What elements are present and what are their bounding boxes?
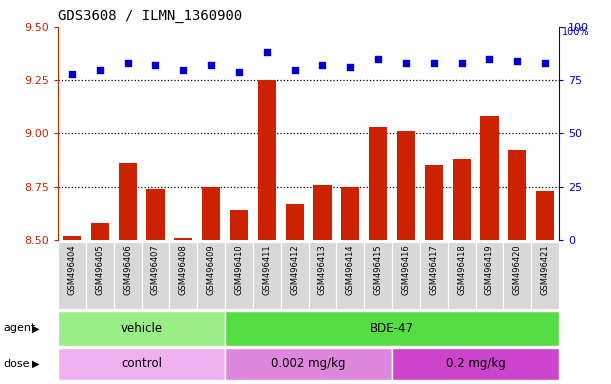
FancyBboxPatch shape <box>531 242 559 309</box>
Bar <box>147 189 164 240</box>
Point <box>95 66 104 73</box>
Point <box>457 60 467 66</box>
Point <box>123 60 133 66</box>
Point <box>207 62 216 68</box>
FancyBboxPatch shape <box>392 348 559 380</box>
FancyBboxPatch shape <box>169 242 197 309</box>
Bar <box>508 151 526 240</box>
FancyBboxPatch shape <box>225 348 392 380</box>
Point <box>234 69 244 75</box>
FancyBboxPatch shape <box>225 242 253 309</box>
FancyBboxPatch shape <box>280 242 309 309</box>
Text: GSM496421: GSM496421 <box>541 244 550 295</box>
Text: GSM496405: GSM496405 <box>95 244 104 295</box>
Text: GSM496412: GSM496412 <box>290 244 299 295</box>
Text: 0.002 mg/kg: 0.002 mg/kg <box>271 358 346 370</box>
FancyBboxPatch shape <box>114 242 142 309</box>
FancyBboxPatch shape <box>309 242 337 309</box>
Text: GSM496404: GSM496404 <box>67 244 76 295</box>
Point <box>178 66 188 73</box>
Bar <box>174 238 192 240</box>
Point <box>262 50 272 56</box>
Text: vehicle: vehicle <box>120 322 163 335</box>
Text: GSM496416: GSM496416 <box>401 244 411 295</box>
Text: ▶: ▶ <box>32 359 39 369</box>
Text: GSM496409: GSM496409 <box>207 244 216 295</box>
Point <box>318 62 327 68</box>
FancyBboxPatch shape <box>225 311 559 346</box>
Text: GSM496420: GSM496420 <box>513 244 522 295</box>
Point <box>540 60 550 66</box>
Bar <box>369 127 387 240</box>
Bar <box>63 236 81 240</box>
Text: GSM496408: GSM496408 <box>179 244 188 295</box>
Text: 100%: 100% <box>562 27 590 37</box>
Bar <box>91 223 109 240</box>
Text: 0.2 mg/kg: 0.2 mg/kg <box>445 358 505 370</box>
FancyBboxPatch shape <box>58 311 225 346</box>
Text: GSM496417: GSM496417 <box>430 244 438 295</box>
Bar <box>230 210 248 240</box>
FancyBboxPatch shape <box>503 242 531 309</box>
Text: GSM496414: GSM496414 <box>346 244 355 295</box>
FancyBboxPatch shape <box>448 242 475 309</box>
Point <box>485 56 494 62</box>
Point <box>290 66 299 73</box>
FancyBboxPatch shape <box>253 242 280 309</box>
Text: GSM496413: GSM496413 <box>318 244 327 295</box>
Text: GSM496410: GSM496410 <box>235 244 243 295</box>
FancyBboxPatch shape <box>337 242 364 309</box>
FancyBboxPatch shape <box>475 242 503 309</box>
FancyBboxPatch shape <box>58 348 225 380</box>
FancyBboxPatch shape <box>197 242 225 309</box>
Text: dose: dose <box>3 359 29 369</box>
Text: ▶: ▶ <box>32 323 39 333</box>
Point <box>401 60 411 66</box>
Text: control: control <box>121 358 162 370</box>
Text: GSM496407: GSM496407 <box>151 244 160 295</box>
Bar <box>285 204 304 240</box>
Bar <box>202 187 220 240</box>
Text: GSM496418: GSM496418 <box>457 244 466 295</box>
Bar <box>258 80 276 240</box>
FancyBboxPatch shape <box>58 242 86 309</box>
Text: GSM496419: GSM496419 <box>485 244 494 295</box>
Bar <box>480 116 499 240</box>
Text: agent: agent <box>3 323 35 333</box>
Text: GDS3608 / ILMN_1360900: GDS3608 / ILMN_1360900 <box>58 9 243 23</box>
Bar <box>425 166 443 240</box>
Point <box>429 60 439 66</box>
Bar <box>453 159 470 240</box>
Text: GSM496411: GSM496411 <box>262 244 271 295</box>
Bar <box>313 185 332 240</box>
FancyBboxPatch shape <box>142 242 169 309</box>
Point <box>67 71 77 77</box>
Text: GSM496415: GSM496415 <box>374 244 382 295</box>
FancyBboxPatch shape <box>364 242 392 309</box>
Bar <box>536 191 554 240</box>
FancyBboxPatch shape <box>86 242 114 309</box>
FancyBboxPatch shape <box>420 242 448 309</box>
FancyBboxPatch shape <box>392 242 420 309</box>
Point <box>513 58 522 64</box>
Text: GSM496406: GSM496406 <box>123 244 132 295</box>
Bar <box>342 187 359 240</box>
Point <box>150 62 160 68</box>
Text: BDE-47: BDE-47 <box>370 322 414 335</box>
Bar <box>119 163 137 240</box>
Point <box>373 56 383 62</box>
Point <box>345 64 355 70</box>
Bar <box>397 131 415 240</box>
